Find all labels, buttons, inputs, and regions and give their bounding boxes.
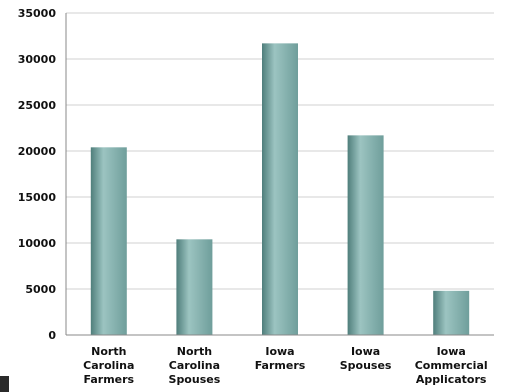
bar bbox=[433, 290, 470, 335]
x-category-label: North Carolina Farmers bbox=[83, 345, 134, 386]
y-tick-label: 20000 bbox=[18, 145, 57, 158]
bar bbox=[347, 135, 384, 335]
corner-mark bbox=[0, 376, 9, 392]
x-category-label: North Carolina Spouses bbox=[169, 345, 221, 386]
axes bbox=[65, 13, 494, 336]
y-tick-label: 5000 bbox=[25, 283, 56, 296]
bars bbox=[90, 43, 470, 336]
y-tick-label: 25000 bbox=[18, 99, 57, 112]
x-category-label: Iowa Commercial Applicators bbox=[415, 345, 488, 386]
bar bbox=[262, 43, 298, 336]
y-tick-label: 0 bbox=[48, 329, 56, 342]
bar bbox=[176, 239, 213, 335]
x-category-label: Iowa Farmers bbox=[255, 345, 306, 372]
y-tick-label: 10000 bbox=[18, 237, 57, 250]
bar bbox=[90, 147, 127, 335]
y-tick-labels: 0 5000 10000 15000 20000 25000 30000 35000 bbox=[18, 7, 57, 342]
x-category-label: Iowa Spouses bbox=[340, 345, 392, 372]
x-category-labels: North Carolina Farmers North Carolina Spouses… bbox=[83, 345, 488, 386]
y-tick-label: 30000 bbox=[18, 53, 57, 66]
y-tick-label: 15000 bbox=[18, 191, 57, 204]
y-tick-label: 35000 bbox=[18, 7, 57, 20]
